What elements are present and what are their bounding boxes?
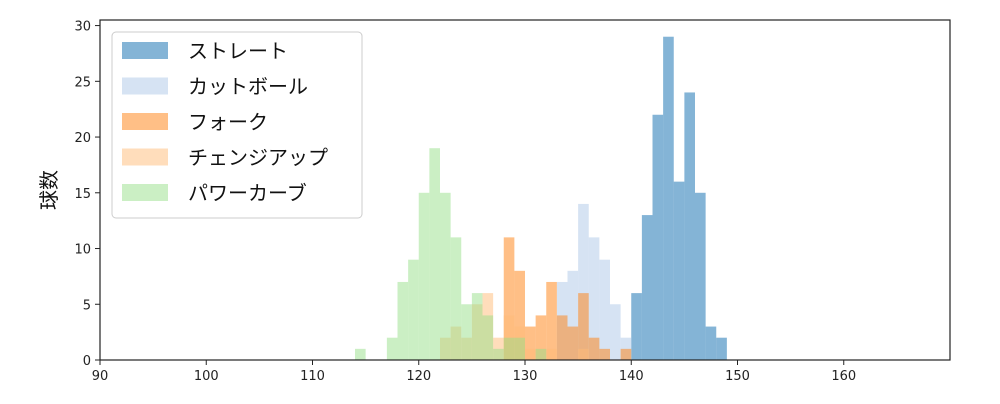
bar-2-128 <box>503 237 515 360</box>
y-tick-label: 0 <box>83 354 91 369</box>
bar-2-132 <box>546 281 557 360</box>
bar-4-124 <box>461 304 472 360</box>
bar-0-147 <box>705 326 717 360</box>
bar-0-143 <box>663 36 674 360</box>
x-tick-label: 140 <box>619 369 644 384</box>
legend-swatch <box>122 184 168 201</box>
bar-4-128 <box>503 337 515 360</box>
y-axis-label: 球数 <box>37 170 61 210</box>
bar-2-134 <box>567 326 579 360</box>
legend-label: パワーカーブ <box>188 181 307 205</box>
bar-4-117 <box>386 337 398 360</box>
bar-4-125 <box>471 293 483 360</box>
y-tick-label: 20 <box>74 131 91 146</box>
bar-4-122 <box>440 192 451 360</box>
bar-0-141 <box>641 215 653 360</box>
y-tick-label: 5 <box>83 298 91 313</box>
legend-swatch <box>122 148 168 166</box>
legend-swatch <box>122 42 168 59</box>
legend-label: フォーク <box>188 110 268 134</box>
bar-3-130 <box>525 348 536 360</box>
x-tick-label: 160 <box>831 369 856 384</box>
bar-0-140 <box>631 293 642 360</box>
bar-0-145 <box>684 92 695 360</box>
bar-0-144 <box>673 181 685 360</box>
y-tick-label: 15 <box>74 187 91 202</box>
bar-3-135 <box>578 348 589 360</box>
bar-4-119 <box>408 259 419 360</box>
bar-2-129 <box>514 270 525 360</box>
legend-swatch <box>122 77 168 95</box>
bar-2-139 <box>620 348 632 360</box>
bar-4-131 <box>535 348 547 360</box>
bar-2-131 <box>535 315 547 360</box>
bar-2-135 <box>578 293 589 360</box>
bar-1-135 <box>578 203 589 360</box>
bar-4-123 <box>450 237 462 360</box>
x-tick-label: 100 <box>194 369 219 384</box>
legend-swatch <box>122 113 168 130</box>
legend-label: ストレート <box>188 39 288 63</box>
y-tick-label: 30 <box>74 20 91 35</box>
bar-4-114 <box>355 348 366 360</box>
x-tick-label: 150 <box>725 369 750 384</box>
bar-4-121 <box>429 148 440 360</box>
bar-2-136 <box>588 337 600 360</box>
x-tick-label: 90 <box>92 369 109 384</box>
bar-2-137 <box>599 348 610 360</box>
bar-4-127 <box>493 348 504 360</box>
x-tick-label: 120 <box>406 369 431 384</box>
bar-1-136 <box>588 237 600 360</box>
bar-2-133 <box>556 315 568 360</box>
legend-label: チェンジアップ <box>188 146 328 170</box>
bar-4-120 <box>418 192 430 360</box>
y-tick-label: 25 <box>74 75 91 90</box>
bar-0-142 <box>652 114 664 361</box>
bar-0-146 <box>695 192 706 360</box>
x-tick-label: 110 <box>300 369 325 384</box>
bar-3-132 <box>546 348 557 360</box>
bar-2-130 <box>525 326 536 360</box>
bar-1-137 <box>599 259 610 360</box>
bar-1-138 <box>610 304 621 360</box>
legend-label: カットボール <box>188 75 308 99</box>
bar-1-134 <box>567 270 579 360</box>
y-tick-label: 10 <box>74 243 91 258</box>
bar-4-118 <box>397 281 409 360</box>
bar-4-126 <box>482 315 494 360</box>
x-tick-label: 130 <box>513 369 538 384</box>
bar-0-148 <box>716 337 727 360</box>
bar-4-129 <box>514 337 525 360</box>
